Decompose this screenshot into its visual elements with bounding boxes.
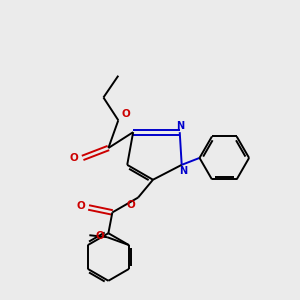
Text: N: N xyxy=(178,166,187,176)
Text: O: O xyxy=(77,202,85,212)
Text: O: O xyxy=(95,231,104,241)
Text: O: O xyxy=(121,109,130,119)
Text: O: O xyxy=(70,153,79,163)
Text: N: N xyxy=(176,121,184,131)
Text: O: O xyxy=(126,200,135,209)
